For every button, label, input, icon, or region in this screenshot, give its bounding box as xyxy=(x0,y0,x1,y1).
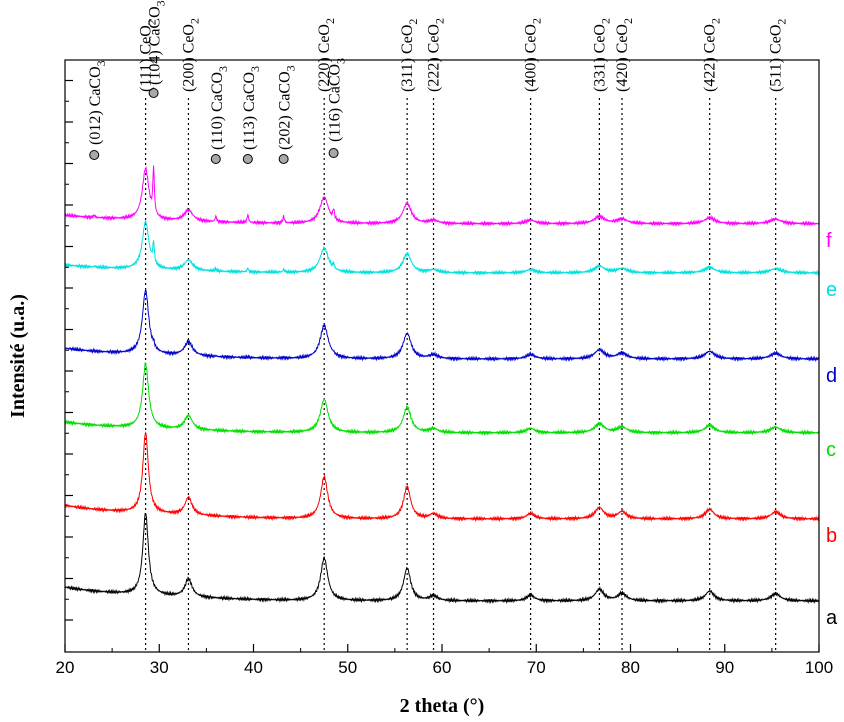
caco3-peak-label: (116) CaCO3 xyxy=(327,58,348,142)
y-axis-ticks xyxy=(65,79,73,621)
caco3-peak-label: (113) CaCO3 xyxy=(241,66,262,150)
curve-label-a: a xyxy=(826,607,838,629)
series-d-line xyxy=(64,287,820,363)
x-tick-label: 40 xyxy=(244,658,263,677)
x-tick-label: 100 xyxy=(805,658,833,677)
x-axis-title: 2 theta (°) xyxy=(400,695,485,717)
series-c-line xyxy=(64,361,820,437)
y-axis-title: Intensité (u.a.) xyxy=(7,294,29,418)
caco3-peak-label: (104) CaCO3 xyxy=(147,0,168,85)
ceo2-peak-label: (400) CeO2 xyxy=(523,18,544,92)
series-b-line xyxy=(64,431,820,523)
caco3-peak-label: (110) CaCO3 xyxy=(209,66,230,150)
caco3-peak-label: (202) CaCO3 xyxy=(277,65,298,150)
caco3-peak-label: (012) CaCO3 xyxy=(87,60,108,145)
caco3-marker xyxy=(242,154,253,164)
ceo2-peak-label: (220) CeO2 xyxy=(316,18,337,92)
caco3-marker xyxy=(210,154,221,164)
ceo2-peak-label: (222) CeO2 xyxy=(426,18,447,92)
x-tick-label: 80 xyxy=(621,658,640,677)
curve-label-f: f xyxy=(826,230,832,252)
x-tick-label: 20 xyxy=(56,658,75,677)
curve-label-e: e xyxy=(826,279,837,301)
reference-lines xyxy=(144,98,777,652)
curve-label-b: b xyxy=(826,525,837,547)
caco3-marker xyxy=(89,150,100,160)
ceo2-peak-label: (420) CeO2 xyxy=(614,18,635,92)
ceo2-peak-label: (311) CeO2 xyxy=(399,19,420,92)
peak-labels: (111) CeO2 (200) CeO2 (220) CeO2 (311) CeO2… xyxy=(87,0,788,150)
x-tick-label: 90 xyxy=(715,658,734,677)
ceo2-peak-label: (111) CeO2 xyxy=(138,19,159,92)
x-tick-label: 50 xyxy=(338,658,357,677)
plot-frame xyxy=(64,59,820,653)
series-a-line xyxy=(64,513,820,605)
caco3-marker xyxy=(278,154,289,164)
diffraction-curves xyxy=(64,165,820,605)
caco3-markers xyxy=(89,88,339,164)
ceo2-peak-label: (331) CeO2 xyxy=(591,18,612,92)
curve-labels: a b c d e f xyxy=(826,230,838,629)
x-tick-label: 60 xyxy=(433,658,452,677)
x-tick-label: 70 xyxy=(527,658,546,677)
x-axis-ticks: 20 30 40 50 60 70 80 90 100 xyxy=(56,644,833,677)
ceo2-peak-label: (511) CeO2 xyxy=(768,19,789,92)
ceo2-peak-label: (422) CeO2 xyxy=(702,18,723,92)
ceo2-peak-label: (200) CeO2 xyxy=(181,18,202,92)
caco3-marker xyxy=(328,148,339,158)
series-f-line xyxy=(64,165,820,227)
x-tick-label: 30 xyxy=(150,658,169,677)
curve-label-d: d xyxy=(826,365,837,387)
curve-label-c: c xyxy=(826,439,836,461)
caco3-marker xyxy=(148,88,159,98)
series-e-line xyxy=(64,219,820,277)
